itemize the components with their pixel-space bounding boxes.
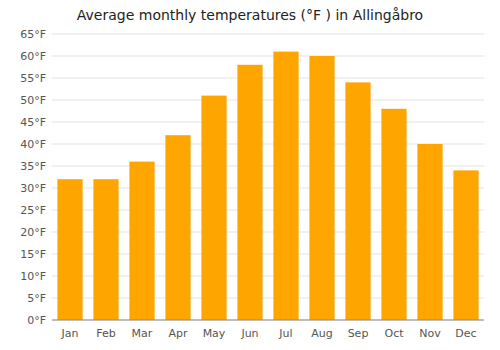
- x-tick-label: Apr: [168, 327, 188, 340]
- x-tick-label: Aug: [311, 327, 332, 340]
- bar: [237, 65, 262, 320]
- y-tick-label: 0°F: [27, 314, 46, 327]
- x-tick-label: Dec: [455, 327, 476, 340]
- bars: [57, 52, 478, 320]
- y-tick-label: 20°F: [20, 226, 46, 239]
- x-axis: Jan Feb Mar Apr May Jun Jul Aug Sep Oct Nov Dec: [52, 320, 484, 340]
- chart: Average monthly temperatures (°F ) in Al…: [0, 0, 500, 350]
- grid-line: [52, 100, 484, 101]
- x-tick-label: Jun: [240, 327, 258, 340]
- y-tick-label: 5°F: [27, 292, 46, 305]
- bar: [129, 162, 154, 320]
- y-tick-label: 45°F: [20, 116, 46, 129]
- grid-line: [52, 320, 484, 321]
- grid-line: [52, 122, 484, 123]
- y-tick-label: 10°F: [20, 270, 46, 283]
- y-tick-label: 25°F: [20, 204, 46, 217]
- x-tick-label: May: [203, 327, 226, 340]
- y-tick-label: 15°F: [20, 248, 46, 261]
- y-tick-label: 55°F: [20, 72, 46, 85]
- bar: [273, 52, 298, 320]
- y-axis: 0°F 5°F 10°F 15°F 20°F 25°F 30°F 35°F 40°F 45°F 50…: [20, 28, 484, 327]
- bar: [345, 82, 370, 320]
- title: Average monthly temperatures (°F ) in Al…: [77, 7, 423, 23]
- x-tick-label: Sep: [348, 327, 369, 340]
- x-tick-label: Mar: [132, 327, 153, 340]
- bar: [165, 135, 190, 320]
- y-tick-label: 40°F: [20, 138, 46, 151]
- y-tick-label: 50°F: [20, 94, 46, 107]
- x-tick-label: Feb: [96, 327, 115, 340]
- x-tick-label: Oct: [384, 327, 404, 340]
- bar: [453, 170, 478, 320]
- bar: [201, 96, 226, 320]
- x-tick-label: Jul: [278, 327, 292, 340]
- bar: [309, 56, 334, 320]
- y-tick-label: 60°F: [20, 50, 46, 63]
- bar: [93, 179, 118, 320]
- y-tick-label: 65°F: [20, 28, 46, 41]
- y-tick-label: 35°F: [20, 160, 46, 173]
- x-tick-label: Nov: [419, 327, 441, 340]
- grid-line: [52, 78, 484, 79]
- bar: [417, 144, 442, 320]
- bar: [57, 179, 82, 320]
- grid-line: [52, 34, 484, 35]
- x-tick-label: Jan: [61, 327, 79, 340]
- x-axis-line: [52, 320, 484, 321]
- bar: [381, 109, 406, 320]
- y-tick-label: 30°F: [20, 182, 46, 195]
- grid-line: [52, 56, 484, 57]
